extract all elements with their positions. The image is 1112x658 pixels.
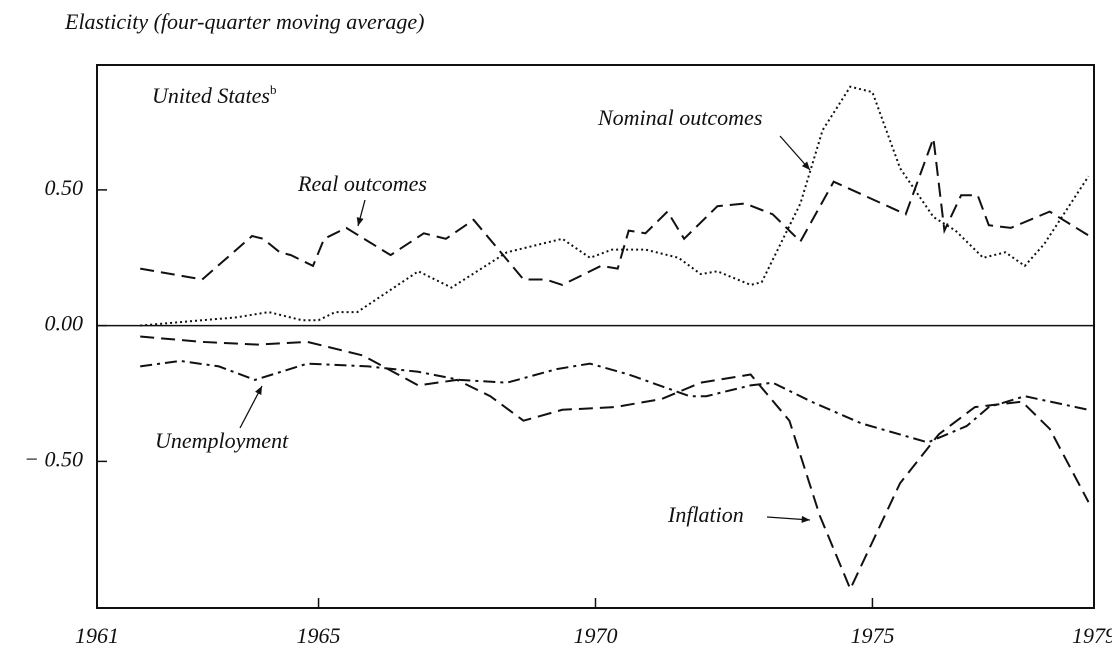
x-tick-label: 1975 <box>850 623 894 648</box>
series-label: Real outcomes <box>297 171 427 196</box>
y-tick-label: − 0.50 <box>24 446 83 471</box>
x-tick-label: 1961 <box>75 623 119 648</box>
arrow-head <box>801 161 810 170</box>
y-tick-label: 0.50 <box>45 175 84 200</box>
panel-note: b <box>270 82 277 97</box>
x-tick-label: 1979 <box>1072 623 1112 648</box>
arrow-head <box>255 386 262 395</box>
series-label: Inflation <box>667 502 744 527</box>
y-tick-label: 0.00 <box>45 311 84 336</box>
axis-title: Elasticity (four-quarter moving average) <box>64 9 424 34</box>
series-label: Nominal outcomes <box>597 105 762 130</box>
x-tick-label: 1970 <box>574 623 618 648</box>
series-line <box>140 85 1090 327</box>
arrow-head <box>801 515 810 523</box>
arrow-head <box>356 217 364 226</box>
series-line <box>140 137 1095 286</box>
series-line <box>140 335 1090 592</box>
x-tick-label: 1965 <box>297 623 341 648</box>
series-label: Unemployment <box>155 428 289 453</box>
plot-frame <box>96 64 1095 609</box>
series-line <box>140 359 1089 444</box>
panel-label: United Statesb <box>152 82 276 108</box>
panel-label-text: United States <box>152 83 270 108</box>
